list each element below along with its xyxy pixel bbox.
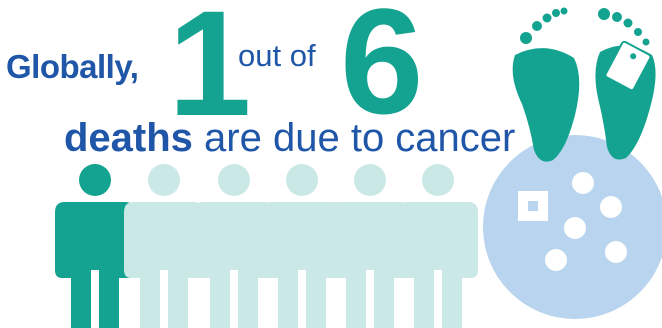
headline-numerator: 1 xyxy=(168,0,251,147)
person-icon xyxy=(398,164,478,328)
headline-prefix: Globally, xyxy=(6,48,139,85)
headline-denominator: 6 xyxy=(340,0,424,145)
headline-suffix: are due to cancer xyxy=(192,116,516,160)
person-icon xyxy=(124,164,204,328)
headline-connector: out of xyxy=(238,38,316,73)
cancer-cell-icon xyxy=(483,135,662,319)
toe-tag-icon xyxy=(604,40,652,92)
person-icon xyxy=(55,164,135,328)
people-row xyxy=(55,164,478,328)
headline-subline: deaths are due to cancer xyxy=(64,118,515,158)
headline-emphasis: deaths xyxy=(64,116,193,160)
